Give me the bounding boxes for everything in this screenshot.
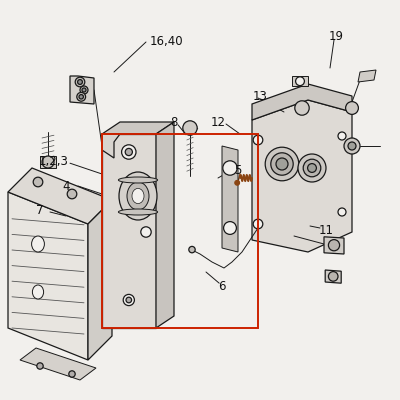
Circle shape [77,92,86,101]
Polygon shape [358,70,376,82]
Ellipse shape [119,172,157,220]
Text: 13: 13 [252,90,268,102]
Polygon shape [222,146,238,252]
Circle shape [265,147,299,181]
Circle shape [253,219,263,229]
Polygon shape [102,134,156,328]
Circle shape [183,121,197,135]
Circle shape [37,363,43,369]
Circle shape [338,208,346,216]
Polygon shape [8,192,88,360]
Ellipse shape [127,182,149,210]
Circle shape [253,135,263,145]
Circle shape [126,297,132,303]
Circle shape [308,164,316,172]
Text: 12: 12 [210,116,226,128]
Circle shape [122,145,136,159]
Circle shape [276,158,288,170]
Circle shape [271,153,293,175]
Polygon shape [325,270,341,283]
Circle shape [141,227,151,237]
Bar [102,134,258,328]
Circle shape [298,154,326,182]
Ellipse shape [32,236,44,252]
Circle shape [296,77,304,86]
Polygon shape [102,122,174,134]
Circle shape [78,80,82,84]
Polygon shape [324,237,344,254]
Polygon shape [88,200,112,360]
Circle shape [348,142,356,150]
Polygon shape [70,76,94,104]
Circle shape [67,189,77,199]
Polygon shape [102,134,120,158]
Polygon shape [40,156,56,168]
Polygon shape [156,122,174,328]
Text: 8: 8 [170,116,178,128]
Polygon shape [252,100,352,252]
Polygon shape [252,84,352,120]
Circle shape [69,371,75,377]
Circle shape [346,102,358,114]
Polygon shape [20,348,96,380]
Circle shape [79,95,84,99]
Circle shape [123,294,134,306]
Circle shape [328,272,338,281]
Circle shape [224,222,236,234]
Text: 19: 19 [328,30,344,42]
Circle shape [223,161,237,175]
Text: 1,2,3: 1,2,3 [39,156,69,168]
Text: 7: 7 [36,204,44,216]
Ellipse shape [118,177,158,183]
Polygon shape [8,168,112,224]
Circle shape [328,240,340,251]
Text: 6: 6 [218,280,226,292]
Ellipse shape [118,209,158,215]
Polygon shape [292,76,308,86]
Circle shape [80,86,88,94]
Circle shape [338,132,346,140]
Circle shape [235,180,240,185]
Circle shape [75,77,85,87]
Circle shape [33,177,43,187]
Text: 4: 4 [62,180,70,192]
Circle shape [344,138,360,154]
Circle shape [125,148,132,156]
Text: 5: 5 [234,164,242,176]
Circle shape [42,156,54,168]
Text: 16,40: 16,40 [149,36,183,48]
Circle shape [82,88,86,92]
Circle shape [295,101,309,115]
Circle shape [303,159,321,177]
Ellipse shape [132,188,144,204]
Circle shape [189,246,195,253]
Text: 11: 11 [318,224,334,236]
Ellipse shape [32,285,44,299]
